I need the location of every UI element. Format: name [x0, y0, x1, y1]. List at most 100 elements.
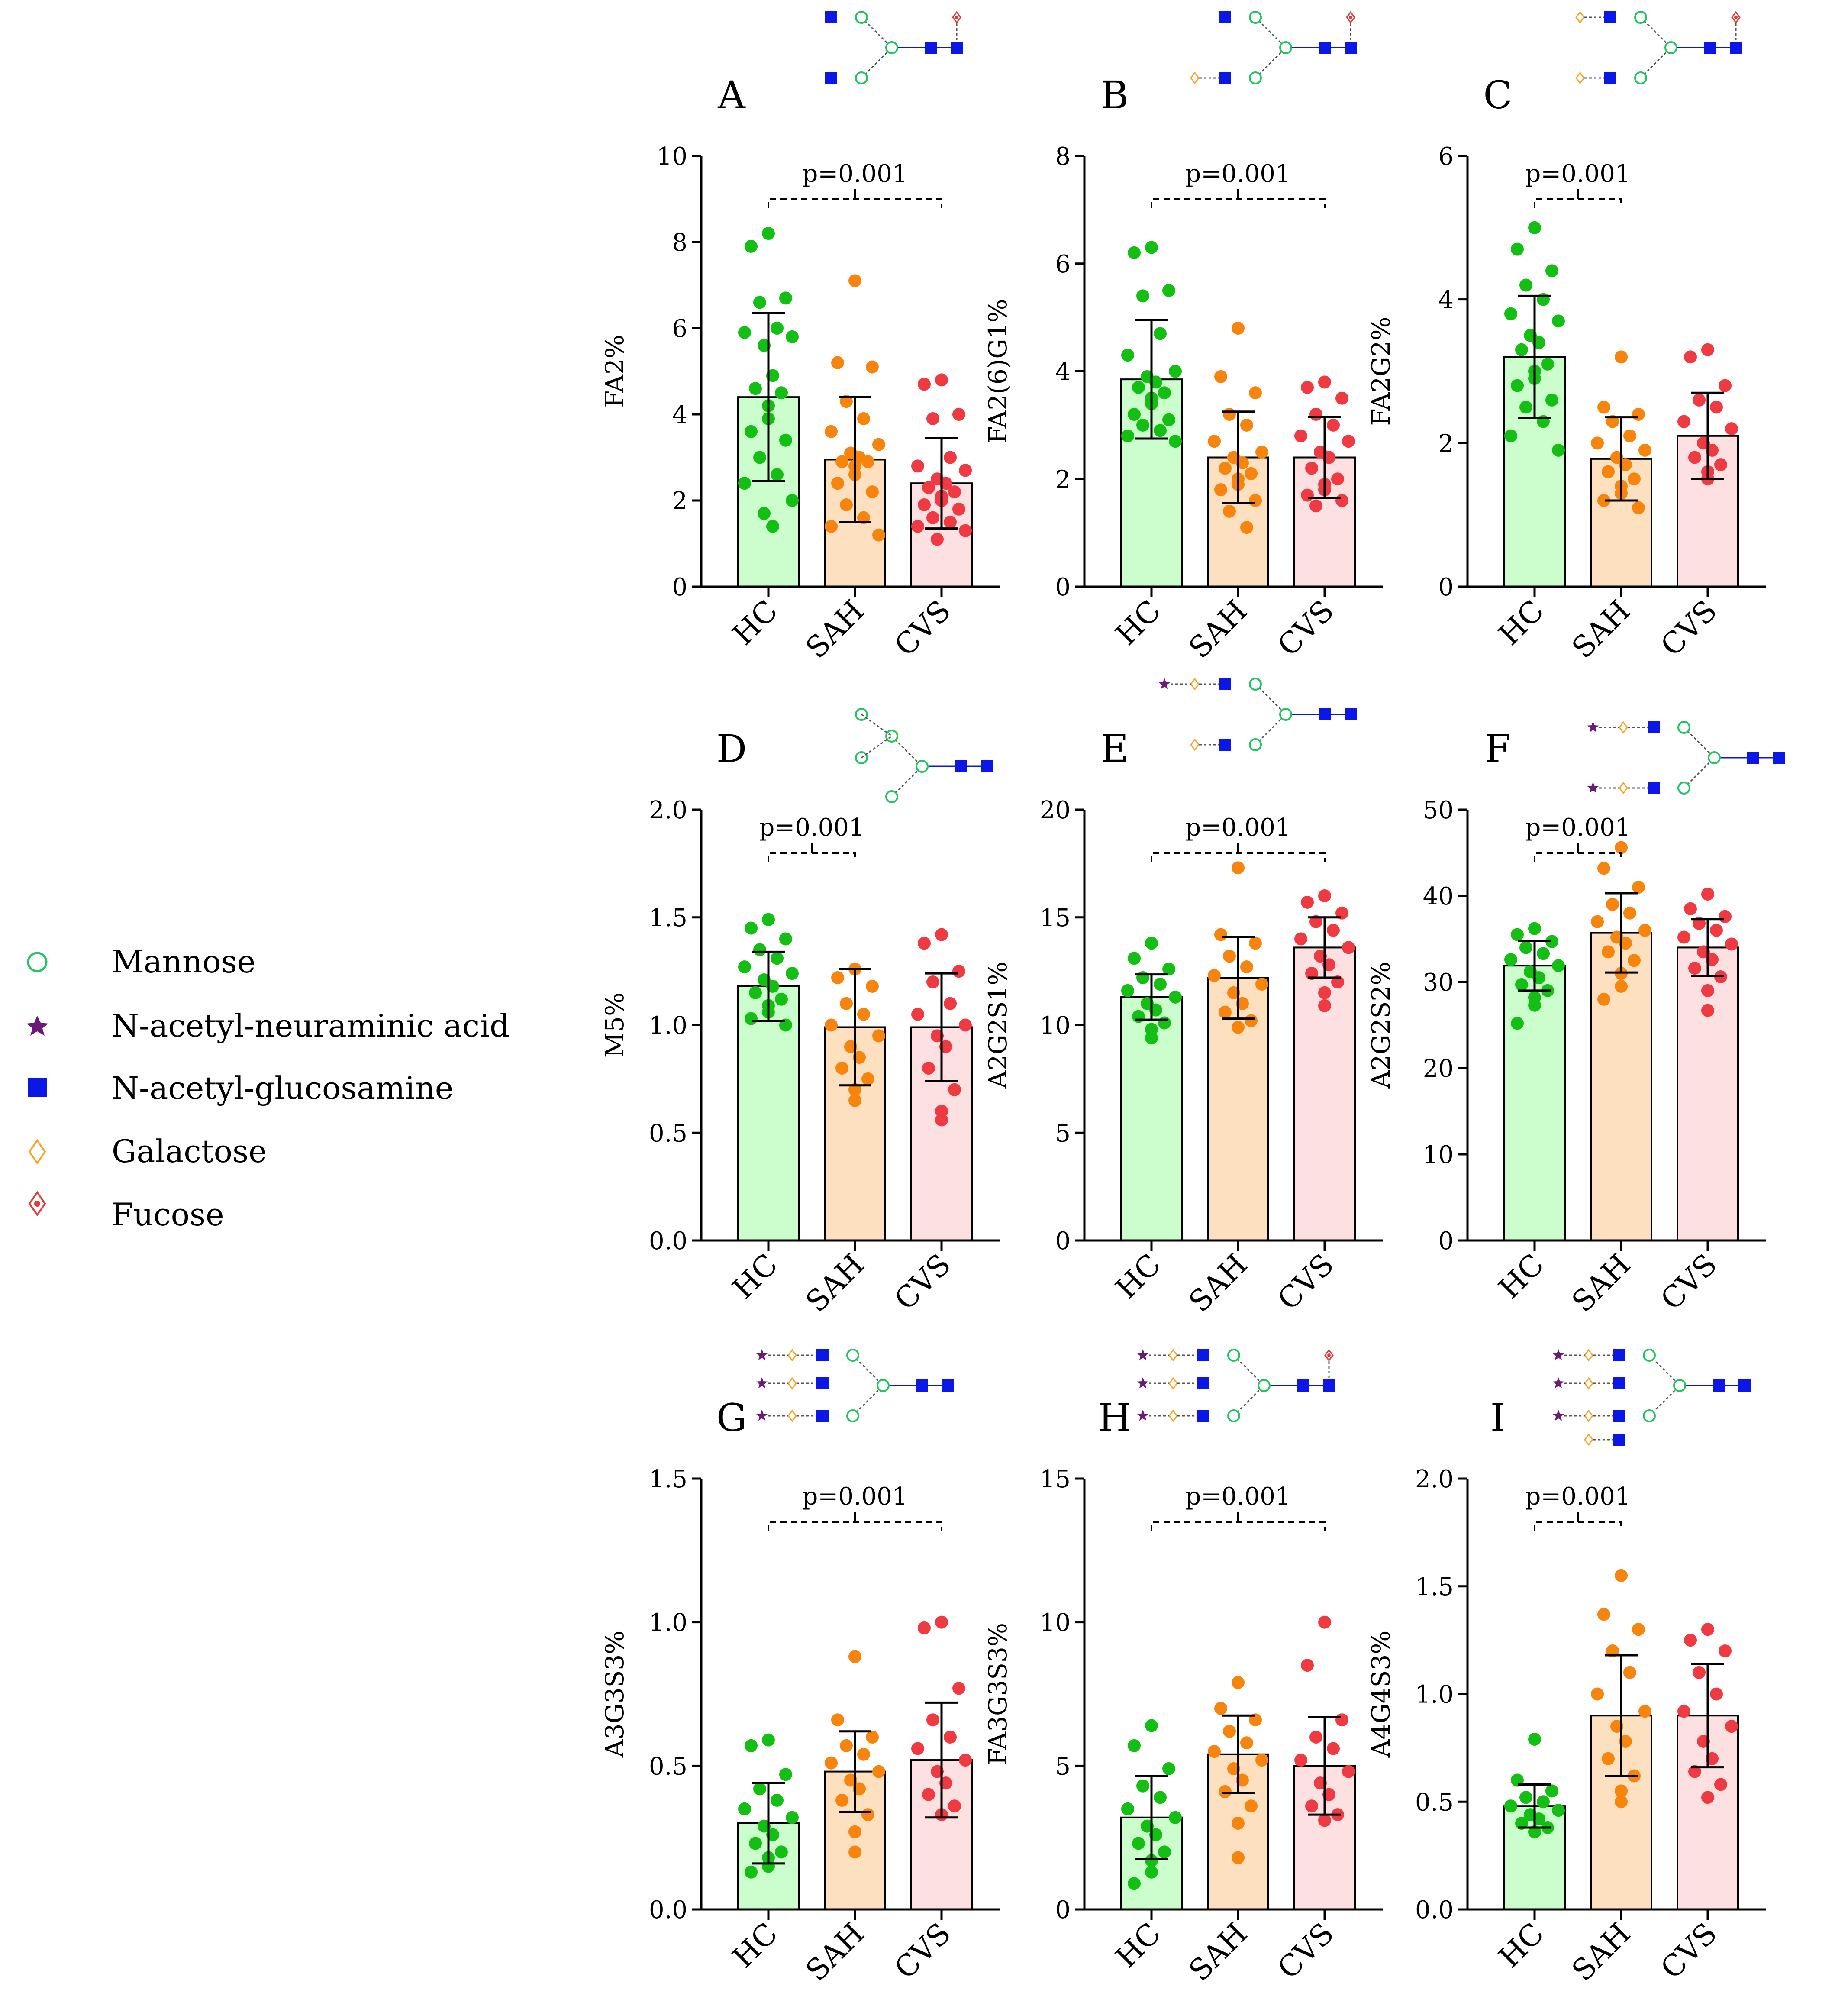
data-point-cvs — [944, 451, 957, 464]
panel-C: C 0 2 4 6 FA2G2% HC SAH CVS p=0.001 — [1366, 73, 1766, 665]
data-point-cvs — [959, 1018, 972, 1032]
x-tick-label: CVS — [1271, 594, 1341, 663]
glycan-structure-icon — [756, 1349, 954, 1422]
x-tick-label: SAH — [1566, 1916, 1637, 1988]
data-point-hc — [1154, 424, 1167, 437]
galactose-diamond-icon — [1584, 1377, 1593, 1390]
y-tick-label: 0 — [1055, 1227, 1071, 1255]
data-point-sah — [872, 438, 885, 451]
data-point-sah — [1255, 1754, 1268, 1767]
data-point-sah — [1214, 483, 1227, 497]
mannose-circle-icon — [846, 1349, 859, 1362]
data-point-cvs — [1719, 379, 1732, 392]
significance-bracket — [1151, 1521, 1326, 1531]
data-point-cvs — [911, 459, 924, 473]
y-axis-label: A3G3S3% — [600, 1631, 629, 1758]
data-point-sah — [1597, 992, 1610, 1006]
data-point-cvs — [959, 524, 972, 537]
data-point-sah — [1219, 1785, 1232, 1799]
panel-letter: H — [1098, 1395, 1132, 1440]
data-point-cvs — [952, 965, 965, 978]
significance-bracket — [768, 198, 942, 208]
data-point-cvs — [911, 1008, 924, 1021]
y-tick-label: 10 — [1040, 1609, 1071, 1637]
mannose-circle-icon — [885, 790, 898, 803]
glycan-link — [1255, 683, 1287, 715]
data-point-sah — [1632, 501, 1645, 514]
mannose-circle-icon — [1227, 1349, 1240, 1362]
data-point-hc — [1528, 1732, 1541, 1746]
glucosamine-square-icon — [951, 42, 963, 54]
data-point-sah — [1214, 1702, 1227, 1715]
data-point-sah — [1623, 429, 1636, 442]
y-tick-label: 1.0 — [1415, 1681, 1454, 1709]
glucosamine-square-icon — [1345, 42, 1357, 54]
data-point-sah — [1602, 945, 1615, 959]
mannose-circle-icon — [1249, 71, 1262, 84]
data-point-sah — [831, 971, 844, 985]
p-value-label: p=0.001 — [1525, 160, 1630, 188]
y-tick-label: 20 — [1040, 796, 1071, 824]
y-tick-label: 0 — [1055, 1896, 1071, 1924]
data-point-cvs — [1294, 429, 1307, 442]
data-point-cvs — [1327, 418, 1340, 432]
x-tick-label: CVS — [888, 594, 958, 663]
data-point-hc — [1504, 429, 1517, 442]
data-point-cvs — [1309, 499, 1322, 513]
glucosamine-square-icon — [1604, 72, 1616, 84]
data-point-sah — [1223, 1725, 1236, 1738]
data-point-cvs — [1294, 932, 1307, 946]
data-point-cvs — [935, 928, 948, 941]
data-point-cvs — [1677, 930, 1690, 944]
data-point-sah — [1602, 1752, 1615, 1765]
data-point-cvs — [959, 464, 972, 477]
panel-letter: C — [1483, 73, 1512, 117]
data-point-sah — [1245, 467, 1258, 480]
y-axis-label: A2G2S1% — [983, 962, 1013, 1089]
y-tick-label: 1.5 — [649, 1465, 687, 1493]
data-point-hc — [753, 1782, 766, 1796]
data-point-sah — [1632, 1623, 1645, 1636]
panel-letter: A — [717, 73, 746, 117]
data-point-hc — [1504, 953, 1517, 966]
legend-label: Galactose — [112, 1133, 267, 1169]
y-tick-label: 8 — [1055, 142, 1071, 171]
data-point-cvs — [922, 481, 935, 494]
mannose-circle-icon — [1708, 751, 1721, 764]
data-point-hc — [1132, 381, 1145, 394]
glucosamine-square-icon — [1219, 11, 1231, 23]
y-tick-label: 0.0 — [649, 1227, 687, 1255]
data-point-hc — [753, 943, 766, 956]
galactose-diamond-icon — [1584, 1409, 1593, 1422]
mannose-circle-icon — [1643, 1409, 1656, 1422]
legend-item-mannose: Mannose — [27, 943, 255, 980]
data-point-hc — [749, 1837, 762, 1850]
mannose-circle-icon — [1249, 738, 1262, 751]
galactose-diamond-icon — [28, 1139, 46, 1165]
data-point-hc — [738, 1802, 751, 1815]
x-tick-label: SAH — [1566, 594, 1637, 665]
data-point-cvs — [926, 1713, 939, 1727]
data-point-sah — [1597, 862, 1610, 875]
y-tick-label: 0.5 — [1415, 1788, 1454, 1816]
data-point-cvs — [1701, 1623, 1714, 1636]
data-point-cvs — [1327, 1742, 1340, 1755]
data-point-cvs — [911, 1742, 924, 1755]
data-point-sah — [1597, 1608, 1610, 1621]
data-point-cvs — [1710, 1687, 1723, 1701]
glucosamine-square-icon — [816, 1410, 829, 1422]
y-tick-label: 2.0 — [1415, 1465, 1454, 1493]
legend-label: N-acetyl-neuraminic acid — [112, 1008, 510, 1044]
galactose-diamond-icon — [1168, 1377, 1178, 1390]
data-point-cvs — [1701, 1004, 1714, 1017]
data-point-hc — [771, 322, 784, 335]
glucosamine-square-icon — [1613, 1377, 1625, 1389]
data-point-cvs — [1725, 937, 1738, 951]
data-point-hc — [775, 992, 788, 1006]
glycan-link — [1640, 16, 1672, 48]
data-point-cvs — [1684, 1634, 1697, 1647]
data-point-hc — [1162, 284, 1175, 297]
data-point-sah — [1591, 1687, 1604, 1701]
y-tick-label: 10 — [657, 142, 687, 171]
